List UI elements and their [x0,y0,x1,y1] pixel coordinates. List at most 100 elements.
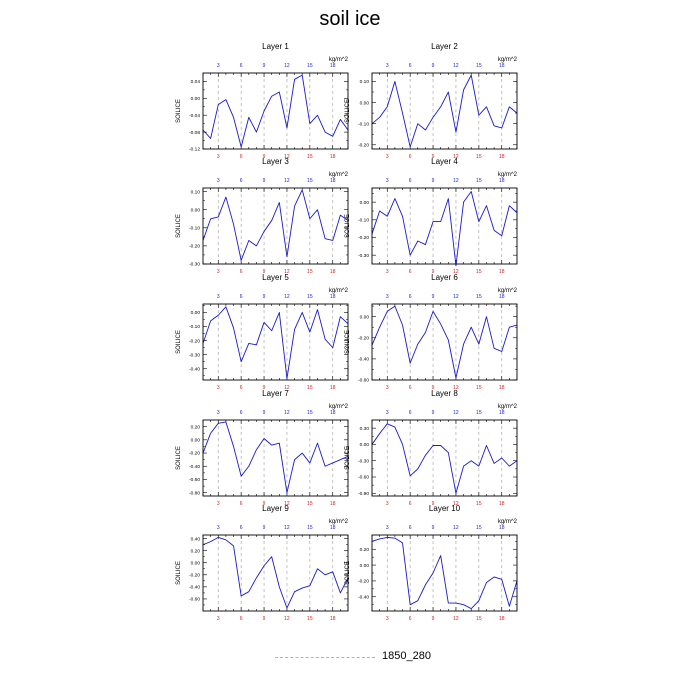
panel-title: Layer 2 [431,42,458,51]
panel-title: Layer 10 [429,504,461,513]
top-tick-label: 15 [476,178,482,184]
units-label: kg/m^2 [498,288,518,294]
y-tick-label: 0.00 [360,442,370,448]
top-tick-label: 6 [409,63,412,69]
y-axis-label: SOILICE [345,214,351,238]
bottom-tick-label: 12 [284,616,290,622]
y-tick-label: -0.20 [189,573,200,579]
top-tick-label: 9 [432,63,435,69]
bottom-tick-label: 18 [330,385,336,391]
bottom-tick-label: 9 [263,269,266,275]
y-tick-label: -0.20 [189,338,200,344]
y-tick-label: -0.30 [189,262,200,268]
series-line [371,305,518,379]
bottom-tick-label: 18 [330,501,336,507]
bottom-tick-label: 3 [386,385,389,391]
series-line [202,74,349,148]
y-tick-label: -0.20 [358,579,369,585]
bottom-tick-label: 18 [499,385,505,391]
y-tick-label: -0.10 [189,324,200,330]
bottom-tick-label: 6 [240,501,243,507]
bottom-tick-label: 12 [453,616,459,622]
top-tick-label: 6 [240,525,243,531]
bottom-tick-label: 15 [476,501,482,507]
y-tick-label: 0.00 [191,96,201,102]
y-tick-label: -0.30 [358,458,369,464]
y-tick-label: 0.30 [360,426,370,432]
panel-title: Layer 9 [262,504,289,513]
y-axis-label: SOILICE [176,561,182,585]
top-tick-label: 18 [330,178,336,184]
bottom-tick-label: 3 [217,269,220,275]
y-axis-label: SOILICE [176,214,182,238]
panel-title: Layer 4 [431,157,458,166]
bottom-tick-label: 3 [386,501,389,507]
top-tick-label: 18 [499,178,505,184]
y-tick-label: -0.40 [189,464,200,470]
panel-6: Layer 6 kg/m^2 3 3 6 6 9 9 12 12 15 15 18 18 0.00 -0.20… [345,273,518,391]
top-tick-label: 3 [386,410,389,416]
y-tick-label: -0.90 [358,491,369,497]
bottom-tick-label: 9 [263,385,266,391]
y-tick-label: -0.08 [189,130,200,136]
panel-title: Layer 5 [262,273,289,282]
top-tick-label: 9 [263,410,266,416]
plot-frame [202,419,349,497]
plot-frame [371,303,518,381]
top-tick-label: 9 [263,178,266,184]
top-tick-label: 18 [330,525,336,531]
plot-frame [202,187,349,265]
y-tick-label: -0.40 [358,357,369,363]
units-label: kg/m^2 [329,404,349,410]
y-tick-label: -0.04 [189,113,200,119]
top-tick-label: 9 [263,525,266,531]
bottom-tick-label: 3 [217,385,220,391]
y-tick-label: 0.20 [360,547,370,553]
y-tick-label: -0.60 [358,378,369,384]
bottom-tick-label: 15 [307,269,313,275]
y-tick-label: -0.60 [358,475,369,481]
y-tick-label: -0.20 [189,244,200,250]
bottom-tick-label: 18 [499,501,505,507]
bottom-tick-label: 18 [499,154,505,160]
top-tick-label: 6 [409,294,412,300]
y-tick-label: -0.20 [358,235,369,241]
top-tick-label: 6 [240,294,243,300]
bottom-tick-label: 9 [263,501,266,507]
bottom-tick-label: 15 [476,616,482,622]
series-line [371,74,518,148]
top-tick-label: 12 [453,525,459,531]
y-axis-label: SOILICE [176,330,182,354]
bottom-tick-label: 12 [284,385,290,391]
top-tick-label: 15 [476,410,482,416]
y-tick-label: -0.12 [189,147,200,153]
top-tick-label: 12 [284,294,290,300]
y-tick-label: 0.00 [191,560,201,566]
bottom-tick-label: 6 [240,269,243,275]
y-axis-label: SOILICE [345,561,351,585]
top-tick-label: 6 [240,410,243,416]
bottom-tick-label: 15 [307,616,313,622]
y-tick-label: -0.80 [189,490,200,496]
bottom-tick-label: 9 [432,616,435,622]
top-tick-label: 18 [499,410,505,416]
top-tick-label: 9 [263,294,266,300]
y-tick-label: 0.40 [191,536,201,542]
y-tick-label: -0.20 [189,451,200,457]
panel-10: Layer 10 kg/m^2 3 3 6 6 9 9 12 12 15 15 18 18 0.20 0.00… [345,504,518,622]
y-tick-label: 0.00 [360,200,370,206]
bottom-tick-label: 3 [217,616,220,622]
plot-frame [202,534,349,612]
series-line [371,536,518,610]
top-tick-label: 3 [386,294,389,300]
top-tick-label: 3 [217,410,220,416]
series-line [202,306,349,380]
units-label: kg/m^2 [498,57,518,63]
panel-title: Layer 8 [431,389,458,398]
top-tick-label: 3 [386,63,389,69]
bottom-tick-label: 6 [240,385,243,391]
bottom-tick-label: 12 [453,385,459,391]
y-tick-label: -0.30 [358,253,369,259]
top-tick-label: 6 [409,410,412,416]
plot-frame [371,419,518,497]
